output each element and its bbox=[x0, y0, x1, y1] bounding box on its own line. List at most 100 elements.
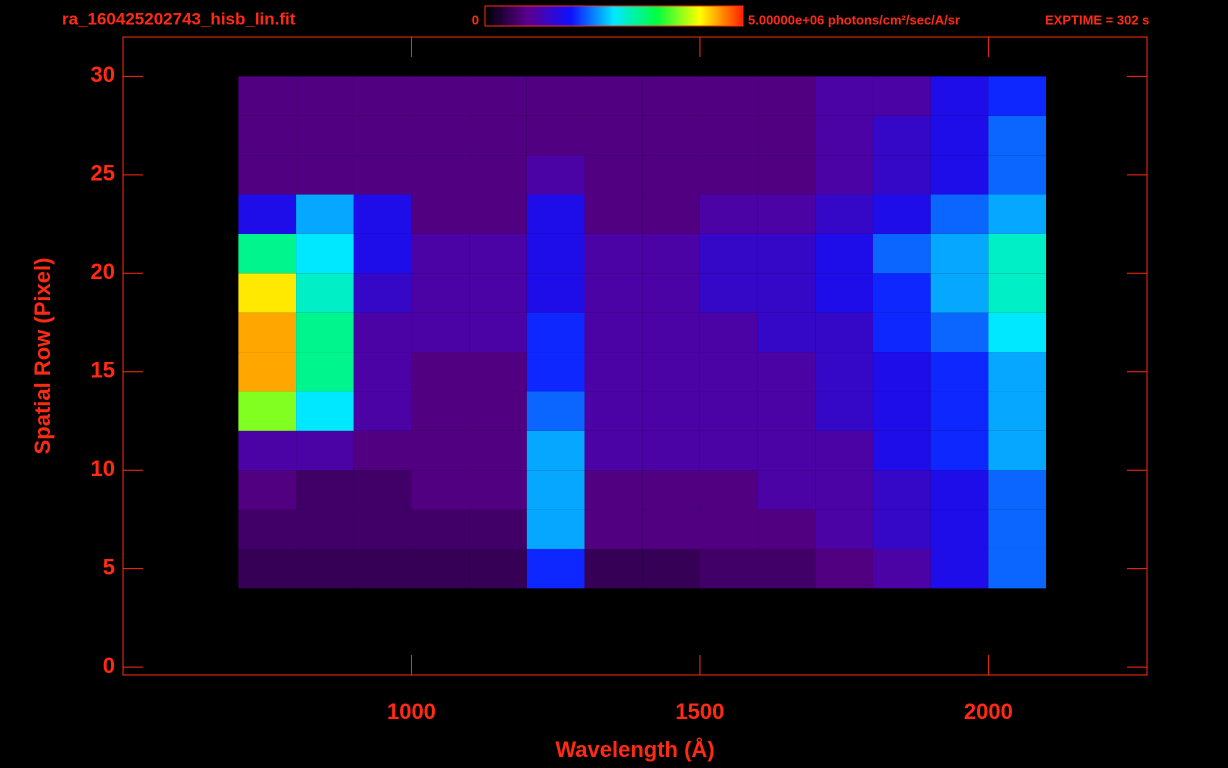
heatmap-cell bbox=[815, 76, 873, 116]
y-tick-label: 30 bbox=[91, 62, 115, 87]
y-tick-label: 0 bbox=[103, 653, 115, 678]
heatmap-cell bbox=[642, 194, 700, 234]
heatmap-cell bbox=[353, 76, 412, 116]
colorbar bbox=[484, 5, 744, 27]
heatmap-cell bbox=[469, 430, 527, 471]
heatmap-cell bbox=[238, 194, 297, 234]
heatmap-cell bbox=[872, 391, 931, 431]
heatmap-cell bbox=[353, 430, 412, 471]
heatmap-cell bbox=[526, 115, 585, 156]
heatmap-cell bbox=[353, 509, 412, 549]
heatmap-cell bbox=[238, 548, 297, 589]
heatmap-cell bbox=[411, 155, 470, 195]
heatmap-cell bbox=[930, 470, 989, 510]
colorbar-label: 0 bbox=[472, 12, 479, 27]
heatmap-cell bbox=[353, 273, 412, 313]
chart-title: ra_160425202743_hisb_lin.fit bbox=[62, 9, 296, 28]
heatmap-cell bbox=[699, 76, 758, 116]
heatmap-cell bbox=[469, 194, 527, 234]
heatmap-cell bbox=[699, 312, 758, 353]
heatmap-cell bbox=[584, 233, 643, 274]
plot-frame bbox=[122, 36, 1148, 676]
heatmap-cell bbox=[238, 430, 297, 471]
heatmap-cell bbox=[411, 273, 470, 313]
heatmap-cell bbox=[584, 273, 643, 313]
heatmap-cell bbox=[815, 273, 873, 313]
heatmap-cell bbox=[584, 115, 643, 156]
heatmap-cell bbox=[296, 312, 354, 353]
heatmap-cell bbox=[757, 312, 816, 353]
heatmap-cell bbox=[469, 155, 527, 195]
heatmap-cell bbox=[526, 548, 585, 589]
heatmap-cell bbox=[815, 194, 873, 234]
heatmap-cell bbox=[872, 352, 931, 392]
heatmap-cell bbox=[411, 194, 470, 234]
heatmap-cell bbox=[930, 312, 989, 353]
heatmap-cell bbox=[238, 352, 297, 392]
heatmap-cell bbox=[526, 430, 585, 471]
heatmap-cell bbox=[584, 509, 643, 549]
heatmap-cell bbox=[353, 352, 412, 392]
heatmap-cell bbox=[930, 352, 989, 392]
heatmap-cell bbox=[353, 155, 412, 195]
heatmap-cell bbox=[296, 233, 354, 274]
heatmap-cell bbox=[526, 509, 585, 549]
heatmap-cell bbox=[584, 391, 643, 431]
colorbar-label: 5.00000e+06 photons/cm²/sec/A/sr bbox=[748, 12, 960, 27]
heatmap-cell bbox=[930, 391, 989, 431]
heatmap-cell bbox=[930, 548, 989, 589]
heatmap-cell bbox=[988, 352, 1047, 392]
heatmap-cell bbox=[469, 273, 527, 313]
heatmap-cell bbox=[642, 430, 700, 471]
heatmap-cell bbox=[930, 430, 989, 471]
heatmap-cell bbox=[526, 76, 585, 116]
heatmap-cell bbox=[642, 352, 700, 392]
heatmap-cell bbox=[930, 509, 989, 549]
heatmap-cell bbox=[699, 352, 758, 392]
heatmap-cell bbox=[815, 509, 873, 549]
heatmap-cell bbox=[872, 509, 931, 549]
heatmap-cell bbox=[988, 273, 1047, 313]
heatmap-cell bbox=[469, 352, 527, 392]
heatmap-cell bbox=[296, 273, 354, 313]
heatmap-cell bbox=[988, 233, 1047, 274]
heatmap-cell bbox=[411, 312, 470, 353]
heatmap-cell bbox=[815, 430, 873, 471]
heatmap-cell bbox=[988, 470, 1047, 510]
heatmap-cell bbox=[872, 233, 931, 274]
heatmap-cell bbox=[930, 273, 989, 313]
heatmap-cell bbox=[757, 115, 816, 156]
x-tick-label: 1000 bbox=[387, 699, 436, 724]
heatmap-cell bbox=[757, 430, 816, 471]
heatmap-cell bbox=[353, 233, 412, 274]
heatmap-cell bbox=[930, 194, 989, 234]
heatmap-cell bbox=[757, 194, 816, 234]
heatmap-cell bbox=[526, 233, 585, 274]
heatmap-cell bbox=[872, 76, 931, 116]
annotation: EXPTIME = 302 s bbox=[1045, 12, 1149, 27]
heatmap-cell bbox=[353, 391, 412, 431]
heatmap-cell bbox=[699, 509, 758, 549]
heatmap-cell bbox=[469, 509, 527, 549]
heatmap-cell bbox=[526, 312, 585, 353]
heatmap-cell bbox=[584, 352, 643, 392]
heatmap-cell bbox=[642, 76, 700, 116]
heatmap-cell bbox=[238, 470, 297, 510]
heatmap-cell bbox=[642, 155, 700, 195]
heatmap-cell bbox=[815, 391, 873, 431]
heatmap-cell bbox=[296, 76, 354, 116]
x-axis-label: Wavelength (Å) bbox=[555, 736, 714, 762]
heatmap-cell bbox=[411, 352, 470, 392]
heatmap-cell bbox=[988, 76, 1047, 116]
y-tick-label: 10 bbox=[91, 456, 115, 481]
heatmap-cell bbox=[469, 470, 527, 510]
heatmap-cell bbox=[642, 312, 700, 353]
heatmap-cell bbox=[699, 430, 758, 471]
y-tick-label: 25 bbox=[91, 161, 115, 186]
y-tick-label: 5 bbox=[103, 554, 115, 579]
heatmap-cell bbox=[642, 273, 700, 313]
heatmap-cell bbox=[988, 548, 1047, 589]
heatmap-cell bbox=[411, 391, 470, 431]
heatmap-cell bbox=[930, 115, 989, 156]
